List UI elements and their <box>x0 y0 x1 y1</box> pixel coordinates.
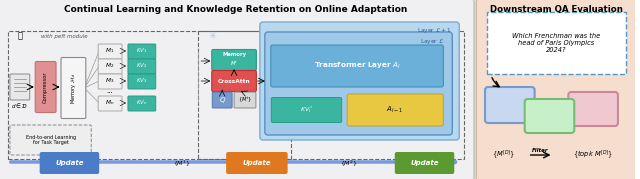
FancyBboxPatch shape <box>347 94 444 126</box>
FancyBboxPatch shape <box>487 12 626 74</box>
Text: 🔥: 🔥 <box>17 32 22 40</box>
FancyBboxPatch shape <box>128 96 156 111</box>
Text: $KV_2$: $KV_2$ <box>136 62 148 71</box>
FancyBboxPatch shape <box>35 62 56 112</box>
Text: Update: Update <box>55 160 84 166</box>
Text: $\{M^{[D]}\}$: $\{M^{[D]}\}$ <box>492 149 515 161</box>
FancyBboxPatch shape <box>226 152 287 174</box>
FancyBboxPatch shape <box>525 99 574 133</box>
Text: Layer $\mathcal{L}$: Layer $\mathcal{L}$ <box>420 37 444 45</box>
Text: Update: Update <box>410 160 439 166</box>
FancyBboxPatch shape <box>395 152 454 174</box>
Text: $A_{l-1}$: $A_{l-1}$ <box>386 105 403 115</box>
FancyBboxPatch shape <box>98 44 122 59</box>
FancyBboxPatch shape <box>61 57 86 118</box>
FancyBboxPatch shape <box>260 22 460 140</box>
Text: $\{M^t\}$: $\{M^t\}$ <box>237 95 252 105</box>
Text: Continual Learning and Knowledge Retention on Online Adaptation: Continual Learning and Knowledge Retenti… <box>65 5 408 14</box>
FancyBboxPatch shape <box>128 59 156 74</box>
FancyBboxPatch shape <box>10 74 29 100</box>
FancyBboxPatch shape <box>234 92 256 108</box>
FancyBboxPatch shape <box>271 45 444 87</box>
Text: Compressor: Compressor <box>43 71 48 103</box>
Text: Filter: Filter <box>532 147 549 153</box>
Text: End-to-end Learning
for Task Target: End-to-end Learning for Task Target <box>26 135 76 145</box>
Text: ✳: ✳ <box>208 31 216 41</box>
FancyBboxPatch shape <box>485 87 534 123</box>
Text: Transformer Layer $A_l$: Transformer Layer $A_l$ <box>314 61 401 71</box>
Text: Memory $\mathcal{M}_d$: Memory $\mathcal{M}_d$ <box>69 72 78 104</box>
Text: Memory
$M^t$: Memory $M^t$ <box>222 52 246 68</box>
Text: $M_1$: $M_1$ <box>106 47 115 55</box>
FancyBboxPatch shape <box>212 92 232 108</box>
FancyBboxPatch shape <box>98 96 122 111</box>
Text: $M_2$: $M_2$ <box>106 62 115 71</box>
Text: Which Frenchman was the
head of Paris Olympics
2024?: Which Frenchman was the head of Paris Ol… <box>512 33 600 53</box>
Text: Downstream QA Evaluation: Downstream QA Evaluation <box>490 5 623 14</box>
FancyBboxPatch shape <box>271 98 342 122</box>
Text: $KV_3$: $KV_3$ <box>136 77 148 85</box>
FancyBboxPatch shape <box>568 92 618 126</box>
FancyBboxPatch shape <box>98 74 122 89</box>
Text: $\{M^2\}$: $\{M^2\}$ <box>340 158 358 168</box>
FancyBboxPatch shape <box>476 0 637 179</box>
Text: $KV_l^*$: $KV_l^*$ <box>300 105 314 115</box>
Text: $KV_n$: $KV_n$ <box>136 99 148 107</box>
Text: CrossAttn: CrossAttn <box>218 79 250 83</box>
FancyBboxPatch shape <box>40 152 99 174</box>
Text: ...: ... <box>138 88 145 94</box>
Text: $KV_1$: $KV_1$ <box>136 47 148 55</box>
Text: $d \in \mathcal{D}$: $d \in \mathcal{D}$ <box>12 100 28 110</box>
Text: with peft module: with peft module <box>41 33 88 38</box>
Text: $Q$: $Q$ <box>218 95 226 105</box>
Text: $\{topk\ M^{[D]}\}$: $\{topk\ M^{[D]}\}$ <box>573 149 613 161</box>
FancyBboxPatch shape <box>212 50 257 71</box>
Text: Layer $\mathcal{L}+1$: Layer $\mathcal{L}+1$ <box>417 25 451 35</box>
FancyBboxPatch shape <box>0 0 474 179</box>
FancyBboxPatch shape <box>212 71 257 91</box>
FancyBboxPatch shape <box>265 32 452 135</box>
FancyBboxPatch shape <box>128 74 156 89</box>
FancyBboxPatch shape <box>98 59 122 74</box>
Text: Update: Update <box>243 160 271 166</box>
Text: $M_n$: $M_n$ <box>106 99 115 107</box>
Text: $\{M^1\}$: $\{M^1\}$ <box>173 158 191 168</box>
FancyBboxPatch shape <box>10 125 92 155</box>
FancyBboxPatch shape <box>128 44 156 59</box>
Text: $M_3$: $M_3$ <box>106 77 115 85</box>
Text: ...: ... <box>107 88 113 94</box>
